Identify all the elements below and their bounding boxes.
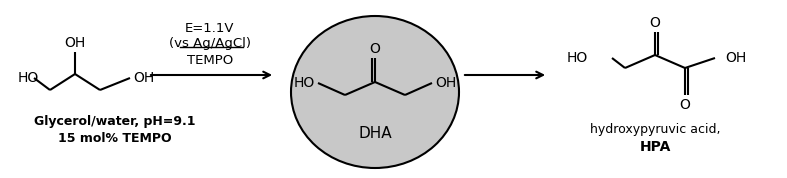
Text: OH: OH: [65, 36, 86, 50]
Text: DHA: DHA: [358, 127, 392, 142]
Text: OH: OH: [133, 71, 154, 85]
Text: O: O: [649, 16, 660, 30]
Text: O: O: [679, 98, 690, 112]
Text: OH: OH: [725, 51, 746, 65]
Ellipse shape: [291, 16, 459, 168]
Text: 15 mol% TEMPO: 15 mol% TEMPO: [58, 132, 172, 145]
Text: HO: HO: [18, 71, 39, 85]
Text: Glycerol/water, pH=9.1: Glycerol/water, pH=9.1: [35, 116, 196, 129]
Text: HO: HO: [567, 51, 588, 65]
Text: TEMPO: TEMPO: [187, 54, 233, 67]
Text: HO: HO: [294, 76, 315, 90]
Text: hydroxypyruvic acid,: hydroxypyruvic acid,: [589, 124, 720, 137]
Text: O: O: [370, 42, 380, 56]
Text: OH: OH: [435, 76, 456, 90]
Text: E=1.1V: E=1.1V: [185, 22, 235, 35]
Text: (vs Ag/AgCl): (vs Ag/AgCl): [169, 36, 251, 49]
Text: HPA: HPA: [639, 140, 671, 154]
